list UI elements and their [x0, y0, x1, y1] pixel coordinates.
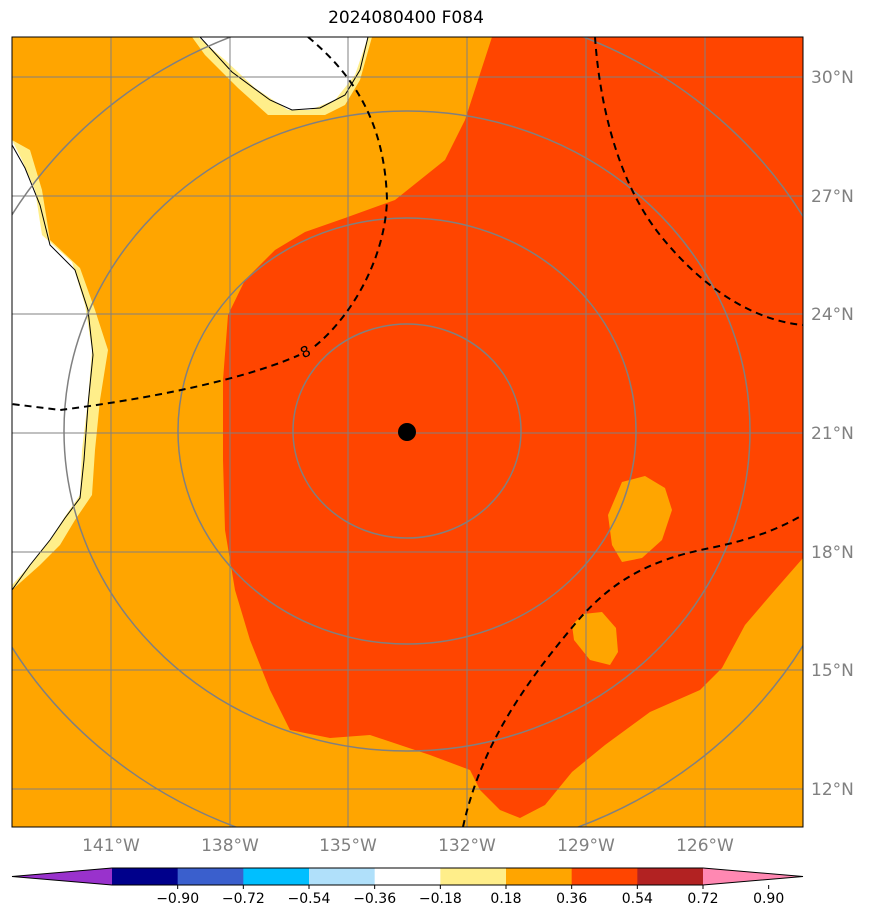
- colorbar-segment: [440, 868, 507, 885]
- colorbar-segment: [637, 868, 704, 885]
- map-area: [12, 37, 803, 827]
- colorbar-segment: [309, 868, 376, 885]
- lon-label: 132°W: [438, 836, 496, 856]
- colorbar-tick-label: −0.54: [288, 891, 331, 907]
- lat-label: 27°N: [811, 187, 854, 207]
- colorbar-segment: [243, 868, 310, 885]
- colorbar-tick-label: 0.54: [622, 891, 653, 907]
- colorbar-tick-label: 0.90: [753, 891, 784, 907]
- colorbar-segment: [571, 868, 638, 885]
- missing-patch-left: [12, 140, 92, 585]
- colorbar-extend-high: [703, 868, 803, 885]
- lon-label: 141°W: [82, 836, 140, 856]
- lon-label: 138°W: [201, 836, 259, 856]
- colorbar-tick-label: −0.36: [353, 891, 396, 907]
- lon-label: 135°W: [319, 836, 377, 856]
- colorbar-outline: [11, 867, 804, 886]
- graticule: [12, 37, 803, 827]
- coastline-left: [12, 144, 94, 591]
- lat-label: 24°N: [811, 305, 854, 325]
- colorbar-segment: [506, 868, 573, 885]
- colorbar-segment: [177, 868, 244, 885]
- lat-labels: 30°N 27°N 24°N 21°N 18°N 15°N 12°N: [811, 68, 854, 800]
- contour-8: [12, 37, 389, 412]
- colorbar-tick-label: 0.72: [687, 891, 718, 907]
- colorbar-tick-label: −0.72: [222, 891, 265, 907]
- colorbar-segment: [374, 868, 441, 885]
- orange-island-2: [572, 612, 618, 665]
- map-title: 2024080400 F084: [328, 8, 484, 28]
- colorbar-extend-low: [12, 868, 112, 885]
- map-frame: [11, 36, 804, 828]
- lat-label: 18°N: [811, 543, 854, 563]
- colorbar: −0.90 −0.72 −0.54 −0.36 −0.18 0.18 0.36 0.54 0.7…: [11, 867, 804, 907]
- missing-patch-top: [198, 37, 368, 110]
- contour-right-upper: [594, 37, 803, 326]
- lon-label: 129°W: [557, 836, 615, 856]
- lon-labels: 141°W 138°W 135°W 132°W 129°W 126°W: [82, 836, 734, 856]
- lat-label: 12°N: [811, 780, 854, 800]
- lat-label: 21°N: [811, 424, 854, 444]
- colorbar-tick-label: −0.18: [419, 891, 462, 907]
- colorbar-segment: [112, 868, 179, 885]
- colorbar-tick-label: 0.36: [556, 891, 587, 907]
- storm-center-marker: [398, 423, 416, 441]
- dashed-contours: [12, 37, 803, 827]
- lat-label: 30°N: [811, 68, 854, 88]
- range-rings: [12, 37, 803, 827]
- contour-right-lower: [462, 514, 803, 827]
- lon-label: 126°W: [676, 836, 734, 856]
- colorbar-tick-label: 0.18: [490, 891, 521, 907]
- colorbar-tick-label: −0.90: [156, 891, 199, 907]
- lat-label: 15°N: [811, 661, 854, 681]
